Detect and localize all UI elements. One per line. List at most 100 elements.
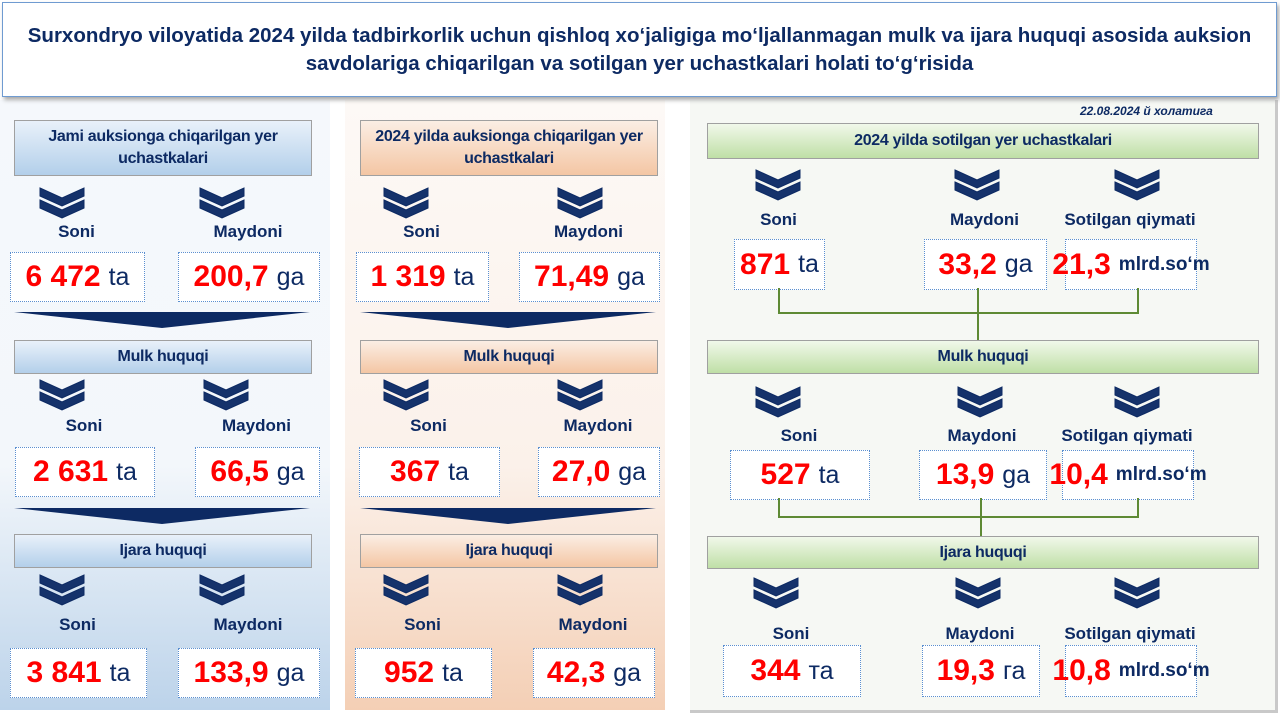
double-chevron-down-icon <box>952 168 1002 204</box>
double-chevron-down-icon <box>555 378 605 414</box>
section-header: Mulk huquqi <box>14 340 312 374</box>
metric-label: Soni <box>58 222 95 241</box>
page-title: Surxondryo viloyatida 2024 yilda tadbirk… <box>2 2 1277 97</box>
metric-value-box: 10,4 mlrd.so‘m <box>1049 450 1207 500</box>
metric-value: 200,7 <box>193 260 269 293</box>
down-arrow-icon <box>360 312 656 328</box>
metric-label: Soni <box>780 426 818 445</box>
metric-label: Soni <box>403 222 440 241</box>
metric-label: Soni <box>760 210 797 229</box>
section-header: 2024 yilda sotilgan yer uchastkalari <box>707 123 1259 159</box>
double-chevron-down-icon <box>37 573 87 609</box>
metric-label: Soni <box>404 615 441 634</box>
metric-value-box: 871 ta <box>734 239 825 290</box>
metric-unit: mlrd.so‘m <box>1118 660 1210 681</box>
metric-value: 33,2 <box>938 247 997 281</box>
metric-value: 367 <box>390 455 441 488</box>
metric-value-box: 952 ta <box>355 648 492 698</box>
metric-value-box: 1 319 ta <box>356 252 489 302</box>
double-chevron-down-icon <box>753 168 803 204</box>
metric-unit: га <box>1002 656 1026 685</box>
metric-label: Maydoni <box>563 416 633 435</box>
double-chevron-down-icon <box>197 186 247 222</box>
double-chevron-down-icon <box>751 576 801 612</box>
section-header: Ijara huquqi <box>707 536 1259 569</box>
metric-value-box: 66,5 ga <box>195 447 320 497</box>
connector-line <box>778 312 1139 314</box>
metric-label: Soni <box>772 624 810 643</box>
metric-value-box: 71,49 ga <box>519 252 660 302</box>
metric-unit: ta <box>442 658 463 687</box>
connector-line <box>778 498 780 516</box>
metric-label: Maydoni <box>213 615 283 634</box>
metric-value-box: 527 ta <box>730 450 870 500</box>
metric-unit: ga <box>1004 250 1033 278</box>
metric-value-box: 21,3 mlrd.so‘m <box>1052 239 1210 290</box>
metric-value: 2 631 <box>33 455 109 488</box>
metric-label: Maydoni <box>554 222 623 241</box>
metric-value-box: 19,3 га <box>922 645 1040 697</box>
metric-value-box: 27,0 ga <box>538 447 660 497</box>
metric-value: 19,3 <box>936 654 995 687</box>
down-arrow-icon <box>14 508 310 524</box>
metric-label: Soni <box>59 615 96 634</box>
date-note: 22.08.2024 й холатига <box>1080 104 1213 118</box>
metric-value-box: 344 та <box>723 645 861 697</box>
double-chevron-down-icon <box>555 573 605 609</box>
metric-value: 42,3 <box>546 656 606 689</box>
metric-value-box: 6 472 ta <box>10 252 145 302</box>
metric-value-box: 200,7 ga <box>178 252 320 302</box>
metric-label: Soni <box>410 416 447 435</box>
connector-line <box>1137 498 1139 516</box>
metric-label: Maydoni <box>950 210 1019 229</box>
metric-value: 27,0 <box>551 455 611 488</box>
connector-line <box>980 498 982 516</box>
metric-value: 13,9 <box>935 458 995 491</box>
metric-label: Sotilgan qiymati <box>1064 210 1196 229</box>
metric-unit: ta <box>448 457 469 486</box>
metric-unit: ga <box>276 658 305 687</box>
metric-value: 10,8 <box>1052 654 1111 687</box>
metric-unit: ga <box>617 262 645 291</box>
metric-value-box: 10,8 mlrd.so‘m <box>1052 645 1210 697</box>
metric-unit: ta <box>108 262 130 291</box>
double-chevron-down-icon <box>955 385 1005 421</box>
metric-value: 3 841 <box>26 656 102 689</box>
double-chevron-down-icon <box>381 378 431 414</box>
metric-value: 21,3 <box>1052 247 1111 281</box>
connector-line <box>1137 288 1139 312</box>
section-header: Jami auksionga chiqarilgan yer uchastkal… <box>14 120 312 176</box>
metric-value-box: 367 ta <box>359 447 500 497</box>
connector-line <box>977 288 979 312</box>
section-header: 2024 yilda auksionga chiqarilgan yer uch… <box>360 120 658 176</box>
metric-label: Maydoni <box>947 426 1017 445</box>
double-chevron-down-icon <box>37 378 87 414</box>
connector-line <box>778 516 1139 518</box>
metric-label: Soni <box>65 416 103 435</box>
connector-line <box>977 312 979 340</box>
metric-label: Maydoni <box>945 624 1015 643</box>
metric-unit: ga <box>613 658 642 687</box>
metric-unit: ta <box>453 262 475 291</box>
double-chevron-down-icon <box>753 385 803 421</box>
metric-value: 527 <box>760 458 811 491</box>
metric-value-box: 33,2 ga <box>924 239 1047 290</box>
metric-unit: ta <box>116 457 137 486</box>
double-chevron-down-icon <box>381 573 431 609</box>
metric-value: 66,5 <box>210 455 269 488</box>
section-header: Mulk huquqi <box>707 340 1259 374</box>
down-arrow-icon <box>360 508 656 524</box>
metric-unit: mlrd.so‘m <box>1115 464 1207 485</box>
section-header: Mulk huquqi <box>360 340 658 374</box>
metric-value: 6 472 <box>25 260 101 293</box>
metric-value-box: 13,9 ga <box>919 450 1047 500</box>
double-chevron-down-icon <box>37 186 87 222</box>
section-header: Ijara huquqi <box>14 534 312 568</box>
metric-unit: ga <box>276 262 305 291</box>
metric-unit: ga <box>1002 460 1031 489</box>
metric-label: Maydoni <box>213 222 283 241</box>
connector-line <box>980 516 982 536</box>
metric-unit: ta <box>818 460 840 489</box>
section-header: Ijara huquqi <box>360 534 658 568</box>
double-chevron-down-icon <box>201 378 251 414</box>
